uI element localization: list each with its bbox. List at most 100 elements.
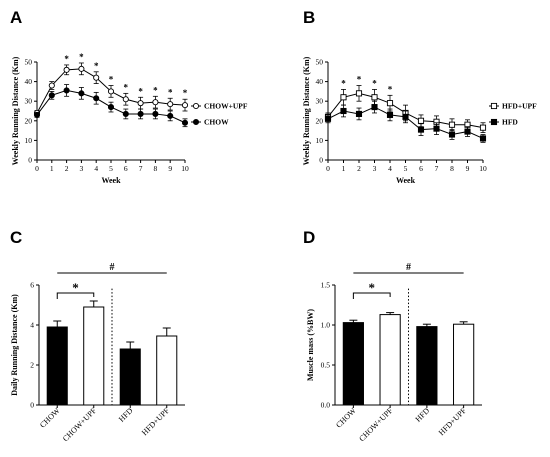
chart-a-y-tick-label: 10: [25, 136, 33, 145]
chart-a-data-point: [48, 82, 55, 89]
chart-b-x-tick-label: 10: [479, 164, 487, 173]
chart-b-legend-label: HFD+UPF: [502, 102, 537, 111]
panel-letter-b: B: [303, 8, 316, 27]
chart-d-y-tick-label: 0.0: [321, 401, 331, 410]
chart-a-x-tick-label: 2: [65, 164, 69, 173]
chart-b-legend-label: HFD: [502, 118, 518, 127]
chart-a-data-point: [107, 104, 115, 111]
chart-b-x-tick-label: 4: [388, 164, 392, 173]
chart-b-data-point: [340, 107, 347, 115]
chart-a-significance-star: *: [79, 52, 84, 62]
chart-b-y-axis-label: Weekly Running Distance (Km): [302, 56, 311, 165]
chart-b-x-tick-label: 9: [466, 164, 470, 173]
chart-b-data-point: [402, 113, 409, 120]
chart-a-x-axis-label: Week: [101, 176, 121, 185]
chart-d-bar: [453, 323, 475, 406]
chart-b-x-tick-label: 6: [419, 164, 423, 173]
chart-d-category-label: HFD+UPF: [437, 406, 469, 438]
chart-d-category-label: CHOW+UPF: [357, 406, 395, 444]
chart-d-bar: [379, 314, 401, 406]
chart-a-legend-marker: [192, 102, 200, 110]
chart-b-data-point: [355, 90, 363, 97]
chart-a-data-point: [181, 119, 189, 126]
chart-b-x-tick-label: 5: [404, 164, 408, 173]
chart-b-data-point: [448, 131, 456, 138]
chart-a-x-tick-label: 7: [139, 164, 143, 173]
chart-b-data-point: [371, 104, 378, 111]
chart-c-y-tick-label: 0: [30, 401, 34, 410]
chart-a-data-point: [137, 110, 144, 117]
chart-a-data-point: [122, 96, 129, 103]
chart-b-data-point: [355, 110, 363, 117]
panel-letter-d: D: [303, 228, 316, 247]
chart-c-y-tick-label: 2: [30, 361, 34, 370]
chart-a-x-tick-label: 6: [124, 164, 128, 173]
chart-d-y-axis-label: Muscle mass (%BW): [306, 309, 315, 381]
chart-b-data-point: [479, 124, 487, 131]
chart-d-bar: [342, 322, 364, 406]
chart-b-y-tick-label: 10: [316, 136, 324, 145]
chart-a-y-tick-label: 40: [25, 77, 33, 86]
chart-a-data-point: [181, 102, 189, 109]
chart-a-y-tick-label: 50: [25, 58, 33, 67]
chart-a-data-point: [167, 101, 174, 108]
chart-d-y-tick-label: 1.0: [321, 321, 331, 330]
chart-d-significance-star: *: [369, 280, 376, 295]
chart-a-x-tick-label: 5: [109, 164, 113, 173]
chart-a-significance-star: *: [138, 86, 143, 96]
chart-c-y-tick-label: 6: [30, 281, 34, 290]
chart-a-data-point: [152, 110, 159, 117]
chart-b-y-tick-label: 30: [316, 97, 324, 106]
chart-a-data-point: [93, 74, 100, 81]
chart-c-significance-hash: #: [110, 262, 115, 273]
chart-b-data-point: [324, 115, 332, 122]
chart-b-data-point: [448, 121, 456, 128]
chart-a-y-tick-label: 30: [25, 97, 33, 106]
chart-b-data-point: [340, 94, 347, 101]
chart-c-significance-bracket: [56, 292, 95, 299]
chart-b-x-tick-label: 7: [435, 164, 439, 173]
chart-c-y-tick-label: 4: [30, 321, 34, 330]
chart-a-data-point: [167, 112, 174, 119]
chart-a-data-point: [33, 111, 41, 118]
chart-b-x-tick-label: 8: [450, 164, 454, 173]
chart-d-bar: [416, 326, 438, 406]
chart-a-y-tick-label: 0: [28, 156, 32, 165]
chart-b-significance-star: *: [388, 84, 393, 94]
chart-b-y-tick-label: 40: [316, 77, 324, 86]
chart-a-data-point: [152, 99, 159, 106]
chart-b-significance-star: *: [341, 78, 346, 88]
chart-b-legend-marker: [490, 102, 498, 110]
chart-a-data-point: [137, 100, 144, 107]
chart-a-significance-star: *: [153, 85, 158, 95]
chart-a-data-point: [78, 90, 85, 97]
chart-b-data-point: [464, 128, 471, 135]
chart-d-significance-hash: #: [406, 262, 411, 273]
panel-letter-c: C: [10, 228, 23, 247]
chart-a-significance-star: *: [94, 61, 99, 71]
chart-a-y-axis-label: Weekly Running Distance (Km): [11, 56, 20, 165]
chart-b-significance-star: *: [372, 78, 377, 88]
chart-b-x-tick-label: 0: [326, 164, 330, 173]
chart-b-data-point: [386, 111, 394, 118]
chart-b-legend-marker: [490, 118, 498, 126]
chart-a-x-tick-label: 8: [154, 164, 158, 173]
chart-a-x-tick-label: 4: [94, 164, 98, 173]
chart-d-y-tick-label: 1.5: [321, 281, 331, 290]
chart-a-x-tick-label: 10: [181, 164, 189, 173]
chart-a-legend-marker: [192, 118, 200, 126]
chart-a-legend-label: CHOW+UPF: [204, 102, 248, 111]
chart-a-data-point: [78, 65, 85, 72]
chart-b-data-point: [417, 126, 425, 133]
chart-a-data-point: [63, 87, 70, 94]
chart-b-x-tick-label: 3: [373, 164, 377, 173]
chart-a-data-point: [48, 92, 55, 99]
chart-a-significance-star: *: [64, 54, 69, 64]
chart-a-x-tick-label: 1: [50, 164, 54, 173]
chart-a-y-tick-label: 20: [25, 116, 33, 125]
